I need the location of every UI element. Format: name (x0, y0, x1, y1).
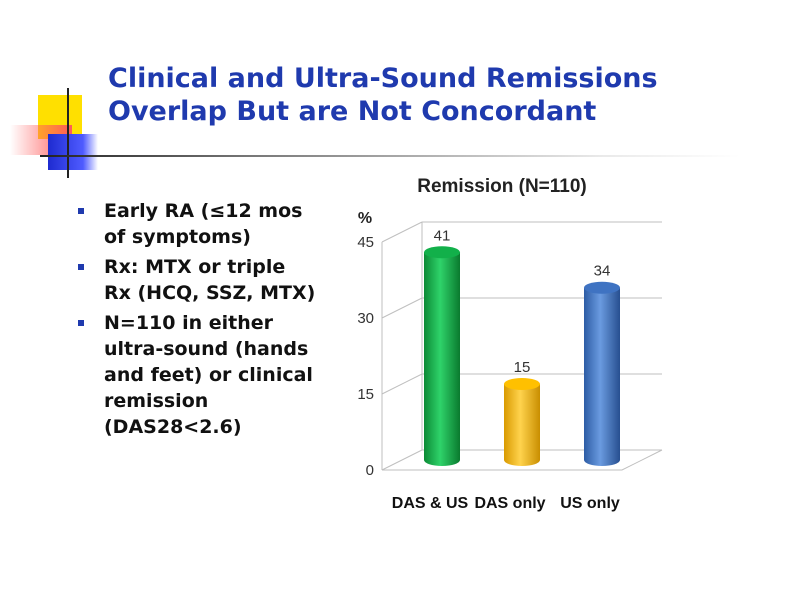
x-category-label: DAS only (474, 495, 545, 512)
bullet-text: Early RA (≤12 mos of symptoms) (104, 200, 303, 248)
bullet-list: Early RA (≤12 mos of symptoms) Rx: MTX o… (78, 198, 318, 444)
decor-vertical-line (67, 88, 69, 178)
bar-base (584, 454, 620, 466)
slide-title: Clinical and Ultra-Sound Remissions Over… (108, 62, 768, 128)
bullet-square-icon (78, 208, 84, 214)
bullet-item: Rx: MTX or triple Rx (HCQ, SSZ, MTX) (78, 254, 318, 306)
bullet-item: N=110 in either ultra-sound (hands and f… (78, 310, 318, 440)
bullet-square-icon (78, 264, 84, 270)
bar-base (504, 454, 540, 466)
bar (504, 378, 540, 466)
gridline-side (381, 373, 423, 395)
chart-labels: 0 15 30 45 41 DAS & US 15 DAS only 34 US only (357, 227, 620, 512)
data-label: 34 (594, 263, 611, 280)
y-tick-label: 15 (357, 386, 374, 403)
y-tick-label: 0 (366, 462, 374, 479)
bullet-square-icon (78, 320, 84, 326)
bar-top (504, 378, 540, 390)
gridline-side (381, 297, 423, 319)
bullet-text: Rx: MTX or triple Rx (HCQ, SSZ, MTX) (104, 256, 316, 304)
bar-body (584, 287, 620, 460)
slide-title-line-2: Overlap But are Not Concordant (108, 96, 597, 127)
bar-top (424, 246, 460, 259)
bullet-item: Early RA (≤12 mos of symptoms) (78, 198, 318, 250)
floor-edge (382, 449, 663, 471)
y-tick-label: 45 (357, 234, 374, 251)
chart-gridlines (381, 221, 662, 471)
data-label: 15 (514, 359, 531, 376)
chart-title: Remission (N=110) (417, 176, 587, 197)
decor-horizontal-rule (40, 155, 740, 157)
slide-title-line-1: Clinical and Ultra-Sound Remissions (108, 63, 658, 94)
remission-bar-chart: Remission (N=110) % 0 15 30 45 41 DAS & US 15 D… (357, 176, 663, 512)
bar-body (504, 384, 540, 460)
bar-top (584, 281, 620, 294)
gridline-side (381, 449, 423, 471)
x-category-label-line: US only (560, 495, 620, 512)
x-category-label-line: DAS only (474, 495, 545, 512)
x-category-label: DAS & US (392, 495, 469, 512)
x-category-label: US only (560, 495, 620, 512)
bar-body (424, 252, 460, 460)
chart-axes (381, 222, 663, 471)
y-axis-label: % (358, 210, 372, 227)
bar-base (424, 454, 460, 466)
x-category-label-line: DAS & US (392, 495, 469, 512)
bar (424, 246, 460, 466)
bullet-text: N=110 in either ultra-sound (hands and f… (104, 312, 313, 438)
y-tick-label: 30 (357, 310, 374, 327)
gridline-side (381, 221, 423, 243)
data-label: 41 (434, 227, 451, 244)
chart-bars (424, 246, 620, 466)
bar (584, 281, 620, 466)
decor-blue-square (48, 134, 98, 170)
